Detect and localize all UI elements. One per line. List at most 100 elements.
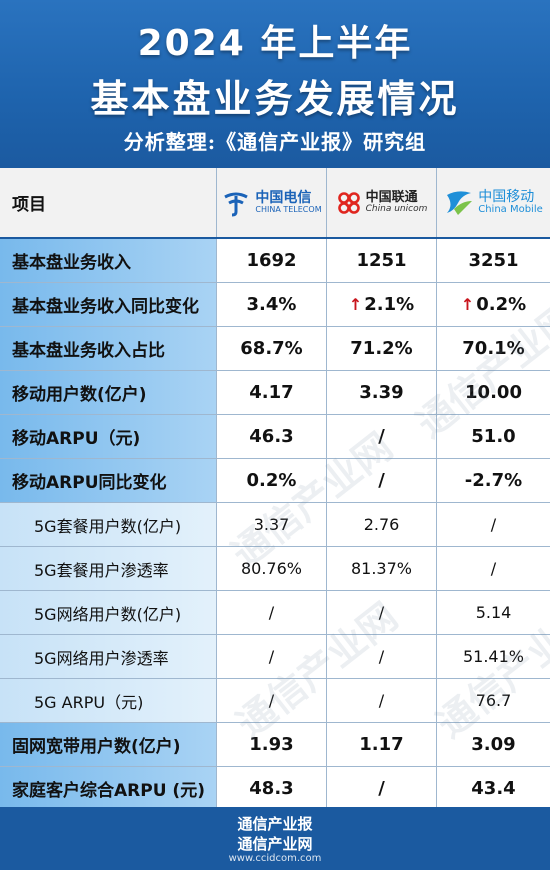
value-text: 43.4 bbox=[471, 778, 516, 799]
value-text: 68.7% bbox=[240, 338, 303, 359]
value-text: / bbox=[378, 778, 385, 799]
row-label: 5G网络用户数(亿户) bbox=[0, 591, 217, 634]
value-text: 3.4% bbox=[246, 294, 297, 315]
value-text: 3.39 bbox=[359, 382, 404, 403]
value-text: -2.7% bbox=[464, 470, 523, 491]
value-text: / bbox=[490, 559, 497, 578]
unicom-en-name: China unicom bbox=[365, 203, 428, 214]
value-cell: 1.17 bbox=[327, 723, 437, 766]
value-cell: 5.14 bbox=[437, 591, 550, 634]
value-text: / bbox=[378, 426, 385, 447]
value-cell: 3.4% bbox=[217, 283, 327, 326]
value-cell: 70.1% bbox=[437, 327, 550, 370]
table-row: 基本盘业务收入 1692 1251 3251 bbox=[0, 239, 550, 283]
title-line2: 基本盘业务发展情况 bbox=[90, 77, 460, 121]
value-cell: 76.7 bbox=[437, 679, 550, 722]
value-cell: / bbox=[327, 635, 437, 678]
value-text: 51.41% bbox=[462, 647, 524, 666]
china-telecom-header: 中国电信 CHINA TELECOM bbox=[217, 168, 327, 237]
table-row: 5G网络用户数(亿户) / / 5.14 bbox=[0, 591, 550, 635]
value-text: 1251 bbox=[356, 250, 407, 271]
value-text: / bbox=[378, 470, 385, 491]
value-text: / bbox=[268, 603, 275, 622]
table-row: 基本盘业务收入占比 68.7% 71.2% 70.1% bbox=[0, 327, 550, 371]
value-cell: 4.17 bbox=[217, 371, 327, 414]
row-label: 基本盘业务收入占比 bbox=[0, 327, 217, 370]
value-cell: 1.93 bbox=[217, 723, 327, 766]
data-table: 项目 中国电信 CHINA TELECOM bbox=[0, 168, 550, 811]
up-arrow-icon: ↑ bbox=[460, 295, 475, 314]
table-header-row: 项目 中国电信 CHINA TELECOM bbox=[0, 168, 550, 239]
value-text: 46.3 bbox=[249, 426, 294, 447]
value-cell: 2.76 bbox=[327, 503, 437, 546]
value-cell: 81.37% bbox=[327, 547, 437, 590]
value-cell: / bbox=[327, 591, 437, 634]
row-label: 5G套餐用户数(亿户) bbox=[0, 503, 217, 546]
value-cell: 3.09 bbox=[437, 723, 550, 766]
footer-brand-1: 通信产业报 bbox=[237, 815, 313, 833]
value-text: / bbox=[378, 647, 385, 666]
table-row: 移动ARPU（元) 46.3 / 51.0 bbox=[0, 415, 550, 459]
row-label: 5G网络用户渗透率 bbox=[0, 635, 217, 678]
table-row: 5G套餐用户渗透率 80.76% 81.37% / bbox=[0, 547, 550, 591]
value-cell: 43.4 bbox=[437, 767, 550, 810]
row-label: 5G ARPU（元) bbox=[0, 679, 217, 722]
page-header: 2024 年上半年 基本盘业务发展情况 分析整理:《通信产业报》研究组 bbox=[0, 0, 550, 168]
value-cell: 1692 bbox=[217, 239, 327, 282]
china-unicom-header: 中国联通 China unicom bbox=[327, 168, 437, 237]
china-mobile-header: 中国移动 China Mobile bbox=[437, 168, 550, 237]
value-cell: 3.37 bbox=[217, 503, 327, 546]
value-text: / bbox=[490, 515, 497, 534]
china-telecom-logo-icon bbox=[224, 192, 249, 216]
value-text: 71.2% bbox=[350, 338, 413, 359]
value-text: 3.09 bbox=[471, 734, 516, 755]
value-text: 2.76 bbox=[363, 515, 400, 534]
table-row: 5G网络用户渗透率 / / 51.41% bbox=[0, 635, 550, 679]
row-label: 移动用户数(亿户) bbox=[0, 371, 217, 414]
row-label: 基本盘业务收入同比变化 bbox=[0, 283, 217, 326]
footer-url: www.ccidcom.com bbox=[228, 853, 322, 864]
row-label: 移动ARPU同比变化 bbox=[0, 459, 217, 502]
header-label: 项目 bbox=[0, 168, 217, 237]
value-text: 81.37% bbox=[350, 559, 412, 578]
up-arrow-icon: ↑ bbox=[348, 295, 363, 314]
value-cell: / bbox=[327, 679, 437, 722]
mobile-en-name: China Mobile bbox=[478, 203, 543, 215]
value-cell: 3251 bbox=[437, 239, 550, 282]
page-footer: 通信产业报 通信产业网 www.ccidcom.com bbox=[0, 807, 550, 870]
value-cell: ↑ 2.1% bbox=[327, 283, 437, 326]
table-row: 5G ARPU（元) / / 76.7 bbox=[0, 679, 550, 723]
table-row: 基本盘业务收入同比变化 3.4% ↑ 2.1% ↑ 0.2% bbox=[0, 283, 550, 327]
footer-brand-2: 通信产业网 bbox=[237, 835, 313, 853]
value-cell: ↑ 0.2% bbox=[437, 283, 550, 326]
value-text: 76.7 bbox=[475, 691, 512, 710]
value-text: 80.76% bbox=[240, 559, 302, 578]
telecom-en-name: CHINA TELECOM bbox=[255, 204, 322, 214]
title-line1: 2024 年上半年 bbox=[137, 23, 413, 64]
row-label: 家庭客户综合ARPU (元) bbox=[0, 767, 217, 810]
value-cell: / bbox=[437, 547, 550, 590]
value-text: / bbox=[268, 691, 275, 710]
value-cell: / bbox=[217, 679, 327, 722]
value-text: 0.2% bbox=[246, 470, 297, 491]
table-row: 家庭客户综合ARPU (元) 48.3 / 43.4 bbox=[0, 767, 550, 811]
value-cell: / bbox=[327, 767, 437, 810]
row-label: 固网宽带用户数(亿户) bbox=[0, 723, 217, 766]
value-text: / bbox=[378, 603, 385, 622]
unicom-cn-name: 中国联通 bbox=[365, 189, 418, 205]
value-text: 3251 bbox=[468, 250, 519, 271]
value-text: 10.00 bbox=[465, 382, 522, 403]
value-text: 2.1% bbox=[364, 294, 415, 315]
value-cell: -2.7% bbox=[437, 459, 550, 502]
value-cell: / bbox=[327, 415, 437, 458]
value-cell: 51.41% bbox=[437, 635, 550, 678]
value-text: / bbox=[378, 691, 385, 710]
value-cell: 10.00 bbox=[437, 371, 550, 414]
value-text: 51.0 bbox=[471, 426, 516, 447]
row-label: 基本盘业务收入 bbox=[0, 239, 217, 282]
table-row: 固网宽带用户数(亿户) 1.93 1.17 3.09 bbox=[0, 723, 550, 767]
value-cell: 80.76% bbox=[217, 547, 327, 590]
value-cell: 0.2% bbox=[217, 459, 327, 502]
row-label: 移动ARPU（元) bbox=[0, 415, 217, 458]
value-cell: 3.39 bbox=[327, 371, 437, 414]
